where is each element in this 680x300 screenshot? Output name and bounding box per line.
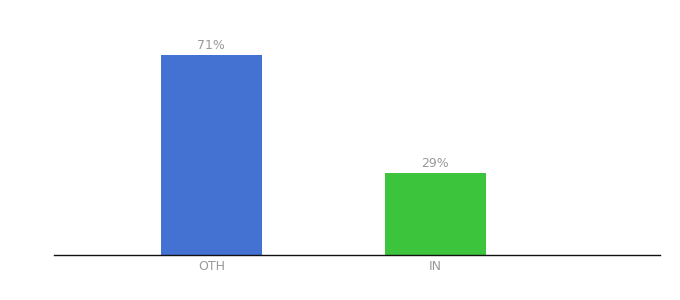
Bar	[385, 173, 486, 255]
Text: 71%: 71%	[197, 39, 225, 52]
Bar	[161, 55, 262, 255]
Text: 29%: 29%	[422, 158, 449, 170]
